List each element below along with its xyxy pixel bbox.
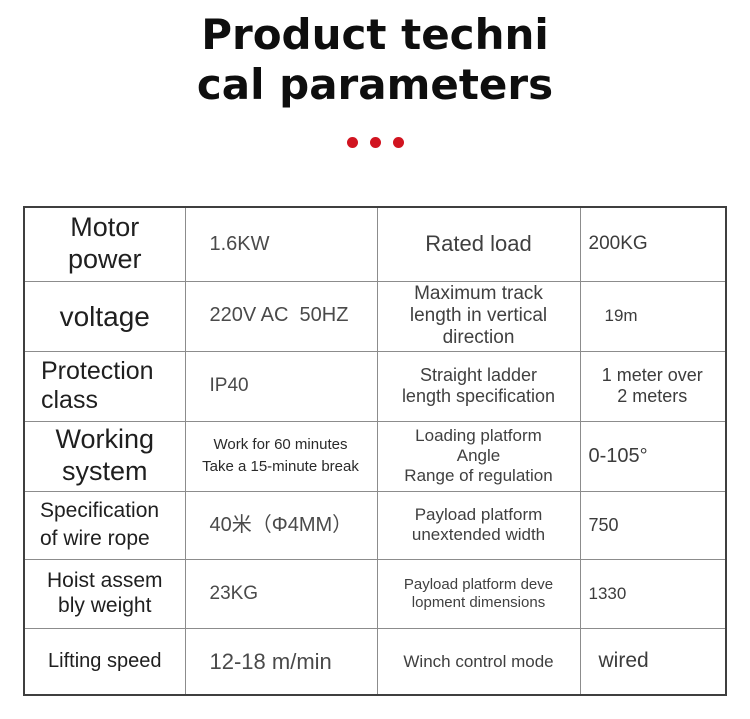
param-value-cell: 1 meter over 2 meters — [579, 350, 727, 422]
table-row: voltage 220V AC 50HZ Maximum track lengt… — [23, 280, 727, 352]
page-title: Product techni cal parameters — [196, 10, 554, 109]
param-value-cell: 19m — [579, 280, 727, 352]
parameters-table: Motor power 1.6KW Rated load 200KG volta… — [23, 206, 727, 697]
param-name-cell: Rated load — [376, 206, 581, 282]
param-value-cell: 23KG — [184, 558, 378, 629]
param-value-cell: Work for 60 minutes Take a 15-minute bre… — [184, 420, 378, 492]
param-value-cell: 0-105° — [579, 420, 727, 492]
param-value-cell: 750 — [579, 490, 727, 560]
table-row: Motor power 1.6KW Rated load 200KG — [23, 206, 727, 282]
red-dot-icon — [346, 137, 358, 149]
param-value-cell: wired — [579, 627, 727, 696]
param-value-cell: 1.6KW — [184, 206, 378, 282]
param-name-cell: Working system — [23, 420, 186, 492]
param-value-cell: IP40 — [184, 350, 378, 422]
param-value-cell: 40米（Φ4MM） — [184, 490, 378, 560]
table-row: Specification of wire rope 40米（Φ4MM） Pay… — [23, 490, 727, 560]
param-value-cell: 200KG — [579, 206, 727, 282]
param-value-cell: 1330 — [579, 558, 727, 629]
param-name-cell: Loading platform Angle Range of regulati… — [376, 420, 581, 492]
table-row: Lifting speed 12-18 m/min Winch control … — [23, 627, 727, 696]
divider-dots — [0, 137, 750, 149]
param-name-cell: Specification of wire rope — [23, 490, 186, 560]
table-row: Working system Work for 60 minutes Take … — [23, 420, 727, 492]
param-name-cell: Winch control mode — [376, 627, 581, 696]
param-name-cell: Payload platform unextended width — [376, 490, 581, 560]
param-value-cell: 12-18 m/min — [184, 627, 378, 696]
param-name-cell: Straight ladder length specification — [376, 350, 581, 422]
table-row: Hoist assem bly weight 23KG Payload plat… — [23, 558, 727, 629]
param-name-cell: Lifting speed — [23, 627, 186, 696]
red-dot-icon — [369, 137, 381, 149]
param-name-cell: voltage — [23, 280, 186, 352]
table-row: Protection class IP40 Straight ladder le… — [23, 350, 727, 422]
param-name-cell: Payload platform deve lopment dimensions — [376, 558, 581, 629]
red-dot-icon — [392, 137, 404, 149]
param-name-cell: Motor power — [23, 206, 186, 282]
param-name-cell: Maximum track length in vertical directi… — [376, 280, 581, 352]
param-value-cell: 220V AC 50HZ — [184, 280, 378, 352]
param-name-cell: Protection class — [23, 350, 186, 422]
param-name-cell: Hoist assem bly weight — [23, 558, 186, 629]
